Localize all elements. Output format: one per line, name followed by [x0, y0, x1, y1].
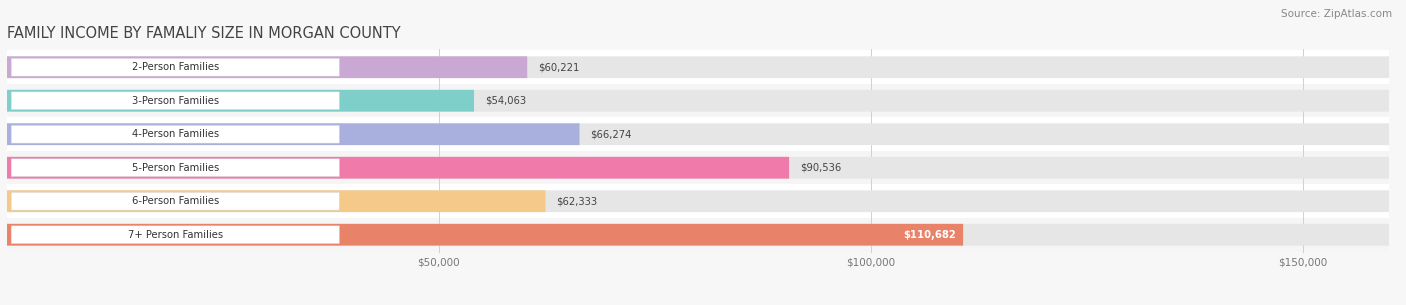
Text: $62,333: $62,333 — [557, 196, 598, 206]
FancyBboxPatch shape — [11, 125, 339, 143]
FancyBboxPatch shape — [7, 56, 527, 78]
Bar — [7, 50, 1389, 84]
FancyBboxPatch shape — [7, 224, 963, 246]
Text: Source: ZipAtlas.com: Source: ZipAtlas.com — [1281, 9, 1392, 19]
FancyBboxPatch shape — [11, 58, 339, 76]
FancyBboxPatch shape — [7, 90, 474, 112]
Text: 3-Person Families: 3-Person Families — [132, 96, 219, 106]
FancyBboxPatch shape — [11, 192, 339, 210]
FancyBboxPatch shape — [7, 123, 1389, 145]
FancyBboxPatch shape — [7, 157, 1389, 179]
FancyBboxPatch shape — [7, 190, 1389, 212]
FancyBboxPatch shape — [7, 56, 1389, 78]
FancyBboxPatch shape — [11, 92, 339, 110]
Bar — [7, 185, 1389, 218]
Bar — [7, 84, 1389, 117]
Text: $90,536: $90,536 — [800, 163, 841, 173]
FancyBboxPatch shape — [11, 159, 339, 177]
Text: 2-Person Families: 2-Person Families — [132, 62, 219, 72]
Text: $66,274: $66,274 — [591, 129, 631, 139]
Text: 7+ Person Families: 7+ Person Families — [128, 230, 224, 240]
Text: 6-Person Families: 6-Person Families — [132, 196, 219, 206]
Text: FAMILY INCOME BY FAMALIY SIZE IN MORGAN COUNTY: FAMILY INCOME BY FAMALIY SIZE IN MORGAN … — [7, 26, 401, 41]
FancyBboxPatch shape — [7, 224, 1389, 246]
Text: $60,221: $60,221 — [538, 62, 579, 72]
Text: $110,682: $110,682 — [904, 230, 956, 240]
Text: 4-Person Families: 4-Person Families — [132, 129, 219, 139]
Bar — [7, 151, 1389, 185]
Text: 5-Person Families: 5-Person Families — [132, 163, 219, 173]
FancyBboxPatch shape — [7, 190, 546, 212]
FancyBboxPatch shape — [7, 123, 579, 145]
Text: $54,063: $54,063 — [485, 96, 526, 106]
FancyBboxPatch shape — [7, 90, 1389, 112]
Bar — [7, 117, 1389, 151]
Bar — [7, 218, 1389, 252]
FancyBboxPatch shape — [11, 226, 339, 244]
FancyBboxPatch shape — [7, 157, 789, 179]
